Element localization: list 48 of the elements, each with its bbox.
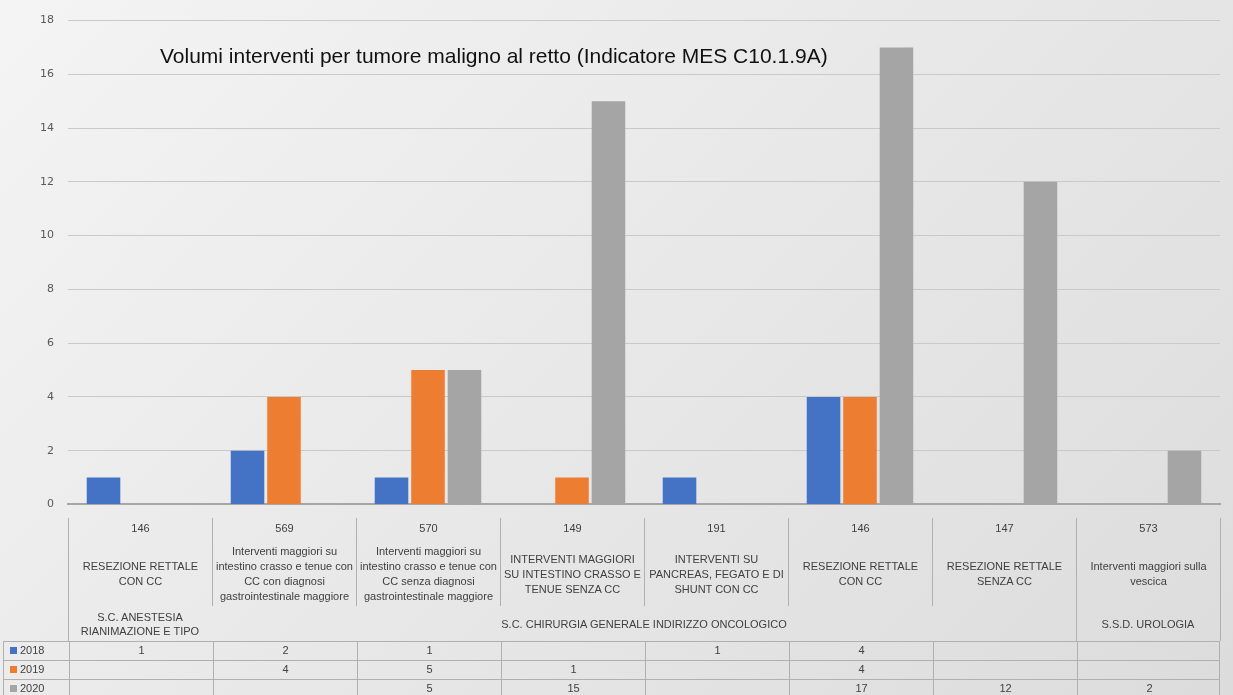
category-label: 191 INTERVENTI SU PANCREAS, FEGATO E DI SHUNT CON CC bbox=[649, 522, 784, 595]
text: Volumi interventi per tumore maligno al retto (Indicatore MES C10.1.9A) bbox=[160, 44, 828, 68]
y-tick-label: 2 bbox=[47, 443, 54, 457]
data-label: 2 bbox=[1077, 680, 1221, 695]
data-label: 12 bbox=[933, 680, 1077, 695]
bar bbox=[86, 477, 121, 504]
legend-label: 2018 bbox=[20, 644, 45, 656]
bar bbox=[411, 370, 445, 504]
legend-label: 2019 bbox=[20, 663, 45, 675]
data-label: 1 bbox=[501, 661, 645, 679]
y-tick-label: 4 bbox=[47, 389, 54, 403]
y-tick-label: 18 bbox=[40, 13, 54, 27]
data-label: 1 bbox=[69, 642, 213, 660]
category-label: 146 RESEZIONE RETTALE CON CC bbox=[82, 522, 199, 587]
category-label: 147 RESEZIONE RETTALE SENZA CC bbox=[946, 522, 1063, 587]
y-tick-label: 6 bbox=[47, 335, 54, 349]
y-tick-label: 12 bbox=[40, 174, 54, 188]
x-tick-label: 569 Interventi maggiori su intestino crasso e tenue con CC con diagnosi gastrointestinale maggiore bbox=[215, 522, 354, 604]
data-label: 4 bbox=[789, 661, 933, 679]
bar bbox=[374, 477, 409, 504]
bar bbox=[230, 450, 265, 504]
data-label: 17 bbox=[789, 680, 933, 695]
category-label: 573 Interventi maggiori sulla vescica bbox=[1090, 522, 1207, 587]
bar bbox=[662, 477, 697, 504]
text: S.S.D. UROLOGIA bbox=[1100, 616, 1196, 632]
bar bbox=[555, 477, 589, 504]
legend-label: 2020 bbox=[20, 682, 45, 694]
bar bbox=[267, 396, 301, 504]
data-label: 5 bbox=[357, 680, 501, 695]
y-tick-label: 16 bbox=[40, 67, 54, 81]
category-label: 149 INTERVENTI MAGGIORI SU INTESTINO CRASSO E TENUE SENZA CC bbox=[504, 522, 641, 595]
data-label: 15 bbox=[501, 680, 645, 695]
text: S.C. ANESTESIA RIANIMAZIONE E TIPO bbox=[79, 609, 201, 639]
data-label: 1 bbox=[357, 642, 501, 660]
y-tick-label: 0 bbox=[47, 497, 54, 511]
y-tick-label: 8 bbox=[47, 282, 54, 296]
y-tick-label: 14 bbox=[40, 120, 54, 134]
y-tick-label: 10 bbox=[40, 228, 54, 242]
data-label: 4 bbox=[213, 661, 357, 679]
data-label: 2 bbox=[213, 642, 357, 660]
x-tick-label: 570 Interventi maggiori su intestino crasso e tenue con CC senza diagnosi gastrointestinale maggiore bbox=[359, 522, 498, 604]
category-label: 146 RESEZIONE RETTALE CON CC bbox=[802, 522, 919, 587]
bar bbox=[806, 396, 841, 504]
data-label: 5 bbox=[357, 661, 501, 679]
data-label: 4 bbox=[789, 642, 933, 660]
text: S.C. CHIRURGIA GENERALE INDIRIZZO ONCOLOGICO bbox=[500, 616, 788, 632]
data-label: 1 bbox=[645, 642, 789, 660]
bar bbox=[843, 396, 877, 504]
